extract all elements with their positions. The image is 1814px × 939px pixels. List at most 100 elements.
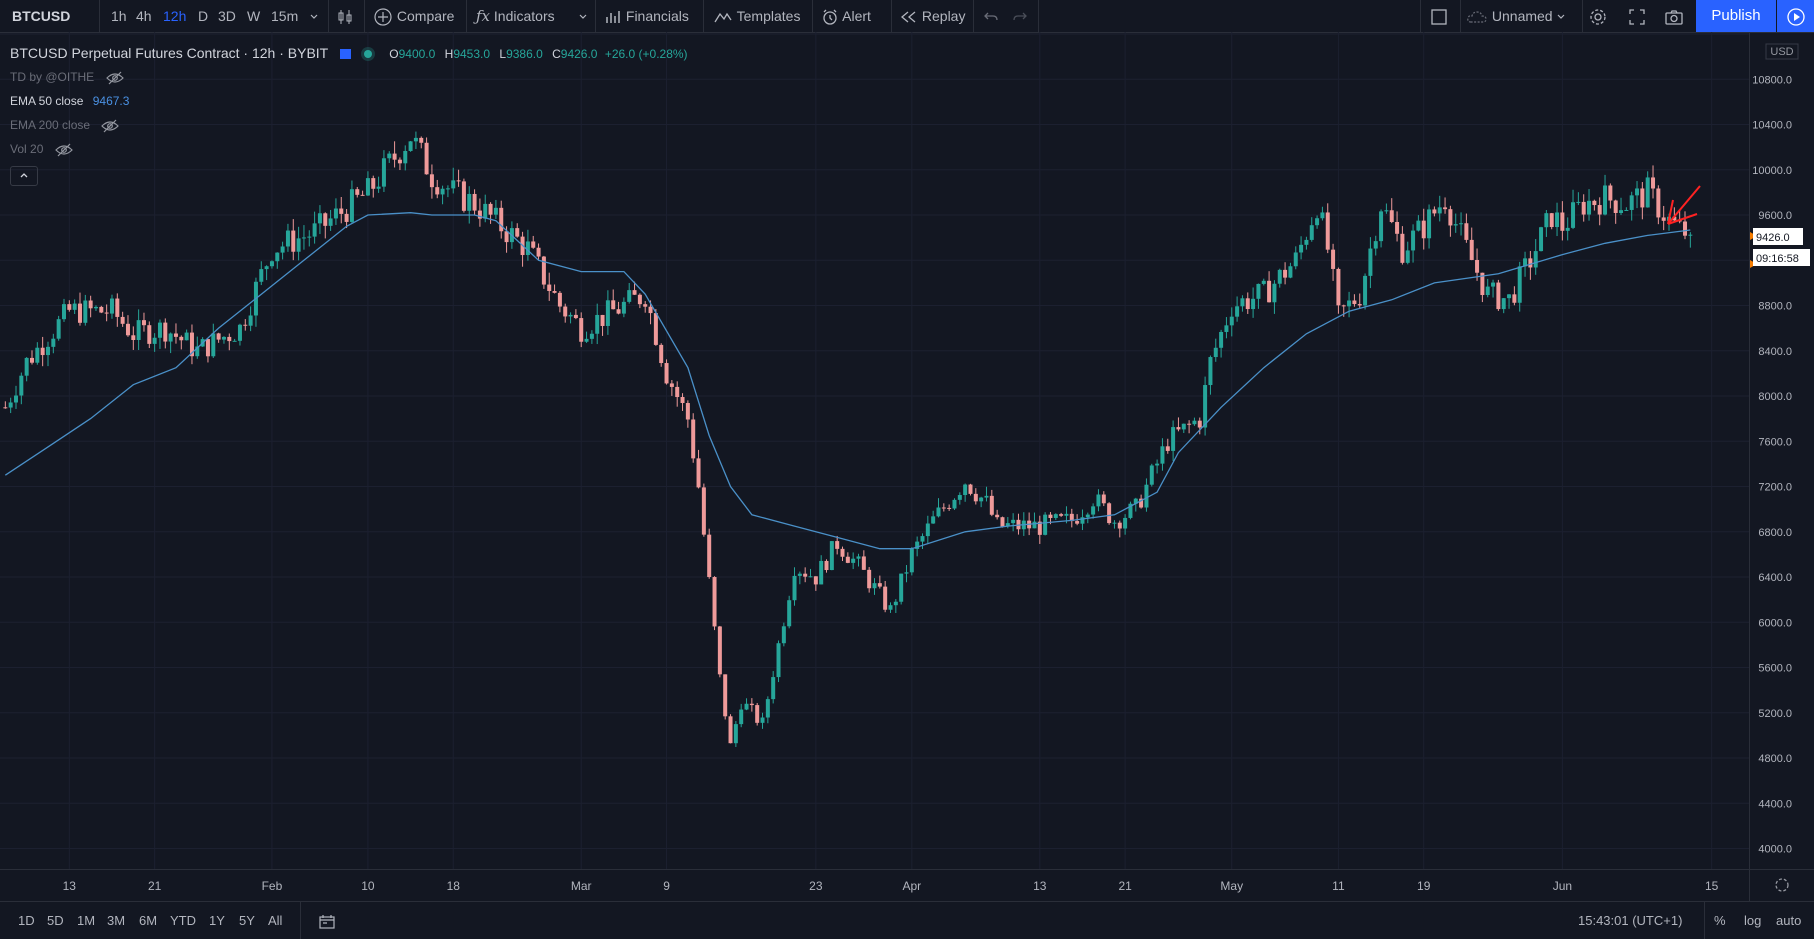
candle-body: [1379, 211, 1384, 242]
publish-button[interactable]: Publish: [1696, 0, 1776, 32]
range-5d[interactable]: 5D: [47, 913, 64, 928]
candle-body: [744, 703, 749, 710]
replay-button[interactable]: Replay: [900, 0, 965, 32]
compare-button[interactable]: Compare: [373, 0, 454, 32]
time-axis[interactable]: 13 21 Feb 10 18 Mar 9 23 Apr 13 21 May 11 19 Jun 15: [63, 879, 1719, 893]
candle-body: [1576, 201, 1581, 203]
candle-body: [728, 716, 733, 744]
redo-button[interactable]: [1012, 0, 1028, 32]
candle-body: [531, 241, 536, 248]
candle-body: [888, 605, 893, 610]
select-tool-button[interactable]: [1430, 0, 1448, 32]
candle-body: [323, 213, 328, 226]
x-tick-label: 10: [361, 879, 375, 893]
clock-timezone[interactable]: 15:43:01 (UTC+1): [1578, 913, 1683, 928]
candle-body: [1645, 177, 1650, 208]
candle-body: [1096, 494, 1101, 507]
candle-body: [963, 484, 968, 496]
candle-body: [301, 237, 306, 239]
log-toggle[interactable]: log: [1744, 913, 1762, 928]
interval-w[interactable]: W: [247, 8, 261, 24]
x-tick-label: Apr: [902, 879, 921, 893]
range-6m[interactable]: 6M: [139, 913, 158, 928]
chart-type-button[interactable]: [336, 0, 354, 32]
candle-body: [723, 674, 728, 717]
undo-button[interactable]: [983, 0, 999, 32]
candle-body: [99, 306, 104, 313]
legend-td-row[interactable]: TD by @OITHE: [10, 68, 688, 92]
candle-body: [125, 323, 130, 336]
percent-toggle[interactable]: %: [1714, 913, 1726, 928]
time-axis-settings-button[interactable]: [1775, 878, 1789, 892]
legend-vol-row[interactable]: Vol 20: [10, 140, 688, 164]
candle-body: [355, 189, 360, 195]
interval-dropdown[interactable]: [309, 0, 319, 32]
y-tick-label: 9600.0: [1758, 210, 1792, 222]
fullscreen-button[interactable]: [1628, 0, 1646, 32]
flag-icon[interactable]: [339, 49, 351, 59]
candle-body: [691, 419, 696, 459]
range-1y[interactable]: 1Y: [209, 913, 225, 928]
interval-4h[interactable]: 4h: [136, 8, 152, 24]
settings-button[interactable]: [1588, 0, 1608, 32]
candle-body: [173, 333, 178, 337]
candle-body: [1043, 514, 1048, 535]
range-ytd[interactable]: YTD: [170, 913, 196, 928]
interval-1h[interactable]: 1h: [111, 8, 127, 24]
candle-body: [1101, 494, 1106, 504]
candle-body: [979, 497, 984, 502]
y-tick-label: 8000.0: [1758, 391, 1792, 403]
candle-body: [515, 228, 520, 237]
price-axis[interactable]: 4000.0 4400.0 4800.0 5200.0 5600.0 6000.0 6400…: [1752, 74, 1792, 855]
candle-body: [957, 495, 962, 500]
gear-icon: [1590, 9, 1606, 25]
symbol-search[interactable]: BTCUSD: [12, 8, 71, 24]
eye-hidden-icon[interactable]: [54, 143, 73, 157]
range-all[interactable]: All: [268, 913, 283, 928]
interval-3d[interactable]: 3D: [218, 8, 236, 24]
candle-body: [29, 357, 34, 363]
snapshot-button[interactable]: [1664, 0, 1684, 32]
range-3m[interactable]: 3M: [107, 913, 126, 928]
candle-body: [61, 304, 66, 320]
eye-hidden-icon[interactable]: [105, 71, 124, 85]
ohlc-open-value: 9400.0: [398, 47, 436, 61]
templates-button[interactable]: Templates: [713, 0, 800, 32]
range-5y[interactable]: 5Y: [239, 913, 255, 928]
candle-body: [1256, 283, 1261, 299]
financials-button[interactable]: Financials: [604, 0, 689, 32]
legend-ema50-row[interactable]: EMA 50 close 9467.3: [10, 92, 688, 116]
legend-title[interactable]: BTCUSD Perpetual Futures Contract · 12h …: [10, 45, 329, 61]
auto-toggle[interactable]: auto: [1776, 913, 1802, 928]
legend-collapse-button[interactable]: [10, 166, 38, 186]
chart-pane[interactable]: 4000.0 4400.0 4800.0 5200.0 5600.0 6000.0 6400…: [0, 0, 1814, 901]
x-tick-label: May: [1220, 879, 1243, 893]
candle-body: [1581, 201, 1586, 215]
candle-body: [184, 332, 189, 341]
play-button[interactable]: [1777, 0, 1814, 32]
y-tick-label: 10000.0: [1752, 165, 1792, 177]
interval-d[interactable]: D: [198, 8, 209, 24]
alert-button[interactable]: Alert: [821, 0, 871, 32]
eye-hidden-icon[interactable]: [101, 119, 120, 133]
range-1d[interactable]: 1D: [18, 913, 35, 928]
toolbar-divider: [1582, 0, 1583, 32]
candle-body: [211, 333, 216, 357]
indicators-button[interactable]: ƒx Indicators: [476, 0, 555, 32]
indicators-dropdown[interactable]: [578, 0, 588, 32]
candle-body: [1485, 286, 1490, 296]
legend-ema200-row[interactable]: EMA 200 close: [10, 116, 688, 140]
candle-body: [472, 193, 477, 211]
candle-body: [675, 386, 680, 398]
y-tick-label: 4000.0: [1758, 844, 1792, 856]
interval-12h[interactable]: 12h: [163, 8, 187, 24]
interval-15m[interactable]: 15m: [271, 8, 299, 24]
layout-name-button[interactable]: Unnamed: [1466, 0, 1566, 32]
candle-body: [1448, 209, 1453, 226]
candle-body: [643, 304, 648, 307]
go-to-date-button[interactable]: [318, 902, 336, 939]
x-tick-label: 15: [1705, 879, 1719, 893]
range-1m[interactable]: 1M: [77, 913, 96, 928]
candle-body: [1139, 498, 1144, 508]
candle-body: [1197, 420, 1202, 428]
